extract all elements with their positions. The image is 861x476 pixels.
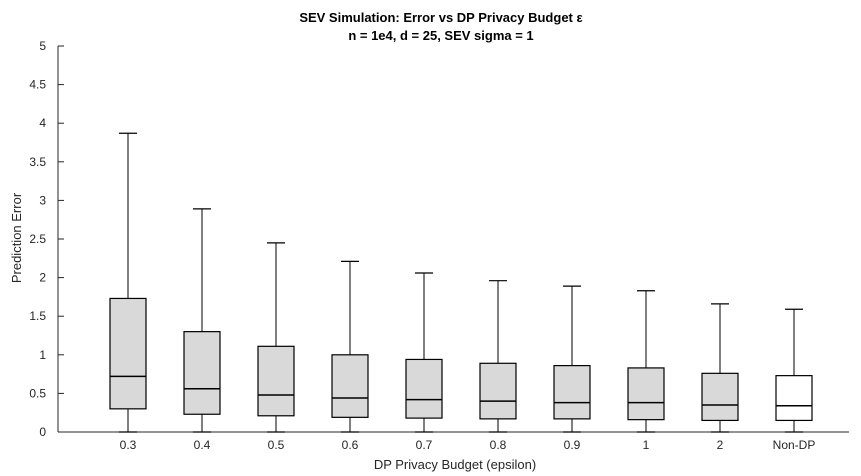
box-3: [331, 354, 369, 418]
x-tick-label-2: 0.5: [268, 438, 285, 452]
box-9: [775, 375, 813, 422]
x-tick-label-5: 0.8: [490, 438, 507, 452]
box-2: [257, 345, 295, 417]
y-tick-label-9: 4.5: [29, 78, 46, 92]
y-tick-label-8: 4: [39, 116, 46, 130]
box-5: [479, 362, 517, 420]
y-tick-label-2: 1: [39, 348, 46, 362]
box-7: [627, 367, 665, 421]
y-tick-label-4: 2: [39, 271, 46, 285]
x-tick-label-4: 0.7: [416, 438, 433, 452]
x-tick-label-6: 0.9: [564, 438, 581, 452]
x-tick-label-3: 0.6: [342, 438, 359, 452]
box-4: [405, 358, 443, 419]
x-tick-label-1: 0.4: [194, 438, 211, 452]
box-1: [183, 331, 221, 415]
box-8: [701, 372, 739, 422]
x-tick-label-8: 2: [717, 438, 724, 452]
y-tick-label-10: 5: [39, 39, 46, 53]
x-axis-label: DP Privacy Budget (epsilon): [374, 457, 536, 472]
x-tick-label-7: 1: [643, 438, 650, 452]
chart-title: SEV Simulation: Error vs DP Privacy Budg…: [299, 10, 582, 25]
y-tick-label-6: 3: [39, 193, 46, 207]
y-tick-label-5: 2.5: [29, 232, 46, 246]
y-axis-label: Prediction Error: [9, 192, 24, 283]
y-tick-label-0: 0: [39, 425, 46, 439]
chart-subtitle: n = 1e4, d = 25, SEV sigma = 1: [348, 28, 533, 43]
y-tick-label-7: 3.5: [29, 155, 46, 169]
x-tick-label-0: 0.3: [120, 438, 137, 452]
plot-area: 0 0.5 1 1.5 2 2.5 3 3.5 4 4.5 5 0.3 0.4 0.5 0.6 0.7 0.8 0…: [29, 39, 849, 452]
y-tick-label-1: 0.5: [29, 386, 46, 400]
box-6: [553, 365, 591, 420]
y-tick-label-3: 1.5: [29, 309, 46, 323]
box-0: [109, 297, 147, 410]
x-tick-label-9: Non-DP: [773, 438, 816, 452]
